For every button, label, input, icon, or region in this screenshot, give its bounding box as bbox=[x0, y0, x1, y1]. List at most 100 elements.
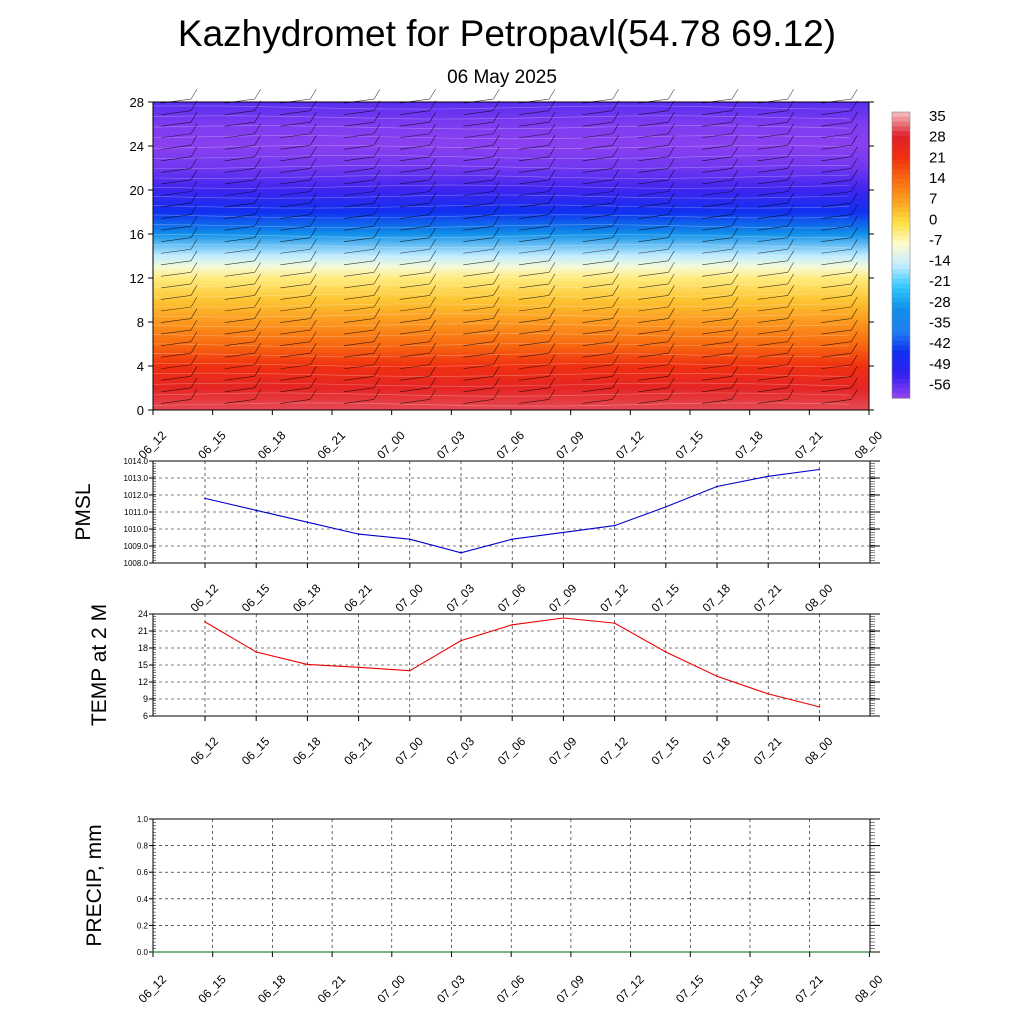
wind-barb bbox=[343, 296, 381, 312]
colorbar-swatch bbox=[892, 197, 910, 204]
wind-barb bbox=[821, 123, 858, 139]
wind-barb bbox=[757, 331, 794, 346]
wind-barb bbox=[463, 239, 500, 254]
wind-barb bbox=[821, 146, 858, 162]
wind-barb bbox=[224, 181, 261, 196]
wind-barb bbox=[280, 158, 317, 173]
wind-barb bbox=[280, 239, 317, 254]
colorbar-swatch bbox=[892, 202, 910, 208]
x-tick-label: 06_21 bbox=[341, 581, 375, 615]
wind-barb bbox=[701, 112, 739, 127]
contour-line bbox=[152, 263, 850, 268]
wind-barb bbox=[343, 181, 381, 196]
wind-barb bbox=[638, 285, 675, 300]
wind-barb bbox=[224, 262, 261, 277]
y-tick-label: 1008.0 bbox=[124, 559, 149, 568]
wind-barb bbox=[701, 377, 739, 393]
x-tick-label: 07_15 bbox=[673, 972, 707, 1006]
wind-barb bbox=[582, 262, 619, 277]
contour-line bbox=[152, 323, 850, 328]
wind-barb bbox=[343, 88, 381, 104]
wind-barb bbox=[518, 88, 556, 104]
wind-barb bbox=[757, 181, 794, 196]
wind-barb bbox=[821, 227, 858, 242]
wind-barb bbox=[518, 250, 556, 266]
y-axis-title: PMSL bbox=[72, 483, 95, 540]
x-tick-label: 08_00 bbox=[802, 734, 836, 768]
wind-barb bbox=[518, 366, 556, 381]
x-tick-label: 08_00 bbox=[802, 581, 836, 615]
wind-barb bbox=[582, 112, 619, 127]
series-point bbox=[716, 675, 718, 678]
contour-line bbox=[152, 214, 850, 219]
wind-barb bbox=[343, 308, 381, 323]
wind-barb bbox=[280, 204, 317, 219]
temp-2m-panel: 6 9 12 15 18 21 24 06_12 06_15 06_18 06_21 07_00 07_… bbox=[88, 604, 880, 768]
wind-barb bbox=[160, 296, 198, 312]
wind-barb bbox=[757, 308, 794, 323]
wind-barb bbox=[224, 146, 261, 162]
wind-barb bbox=[638, 331, 675, 346]
series-point bbox=[511, 624, 513, 626]
colorbar-label: -42 bbox=[929, 335, 951, 352]
colorbar-swatch bbox=[892, 240, 910, 247]
wind-barb bbox=[701, 192, 739, 208]
x-tick-label: 07_12 bbox=[613, 428, 647, 462]
wind-barb bbox=[399, 308, 436, 323]
wind-barb bbox=[757, 296, 794, 312]
y-tick-label: 8 bbox=[137, 315, 144, 330]
wind-barb bbox=[399, 273, 436, 289]
wind-barb bbox=[399, 389, 436, 404]
wind-barb bbox=[463, 181, 500, 196]
wind-barb bbox=[518, 331, 556, 346]
wind-barb bbox=[160, 227, 198, 242]
x-tick-label: 06_12 bbox=[188, 581, 222, 615]
wind-barb bbox=[280, 112, 317, 127]
colorbar-swatch bbox=[892, 131, 910, 137]
x-tick-label: 07_09 bbox=[546, 734, 580, 768]
x-tick-label: 06_21 bbox=[315, 428, 349, 462]
wind-barb bbox=[463, 262, 500, 277]
series-point bbox=[562, 617, 565, 619]
wind-barb bbox=[821, 319, 858, 335]
x-tick-label: 07_00 bbox=[374, 972, 408, 1006]
wind-barb bbox=[160, 181, 198, 196]
wind-barb bbox=[343, 135, 381, 150]
wind-barb bbox=[399, 181, 436, 196]
contour-line bbox=[152, 174, 850, 179]
wind-barb bbox=[463, 377, 500, 393]
contour-line bbox=[152, 135, 850, 140]
wind-barb bbox=[518, 215, 556, 231]
contour-line bbox=[152, 382, 850, 387]
wind-barb bbox=[757, 169, 794, 185]
wind-barb bbox=[701, 319, 739, 335]
wind-barb bbox=[638, 389, 675, 404]
colorbar-swatch bbox=[892, 178, 910, 185]
colorbar-swatch bbox=[892, 164, 910, 170]
series-point bbox=[510, 951, 512, 953]
wind-barb bbox=[280, 273, 317, 289]
wind-barb bbox=[638, 377, 675, 393]
series-point bbox=[357, 533, 360, 535]
colorbar-label: 21 bbox=[929, 149, 946, 166]
wind-barb bbox=[518, 181, 556, 196]
page-subtitle: 06 May 2025 bbox=[447, 67, 557, 88]
wind-barb bbox=[399, 296, 436, 312]
wind-barb bbox=[701, 169, 739, 185]
wind-barb bbox=[582, 296, 619, 312]
x-tick-label: 07_15 bbox=[648, 581, 682, 615]
contour-line bbox=[152, 273, 850, 278]
wind-barb bbox=[160, 273, 198, 289]
series-point bbox=[460, 552, 462, 554]
x-tick-label: 06_18 bbox=[255, 972, 289, 1006]
x-tick-label: 06_15 bbox=[239, 734, 273, 768]
colorbar-label: -35 bbox=[929, 315, 951, 332]
x-tick-label: 07_18 bbox=[700, 581, 734, 615]
wind-barb bbox=[582, 343, 619, 358]
wind-barb bbox=[638, 123, 675, 139]
y-axis-title: PRECIP, mm bbox=[83, 824, 106, 946]
x-tick-label: 07_00 bbox=[392, 581, 426, 615]
colorbar-swatch bbox=[892, 121, 910, 127]
wind-barb bbox=[701, 204, 739, 219]
colorbar-swatch bbox=[892, 150, 910, 156]
